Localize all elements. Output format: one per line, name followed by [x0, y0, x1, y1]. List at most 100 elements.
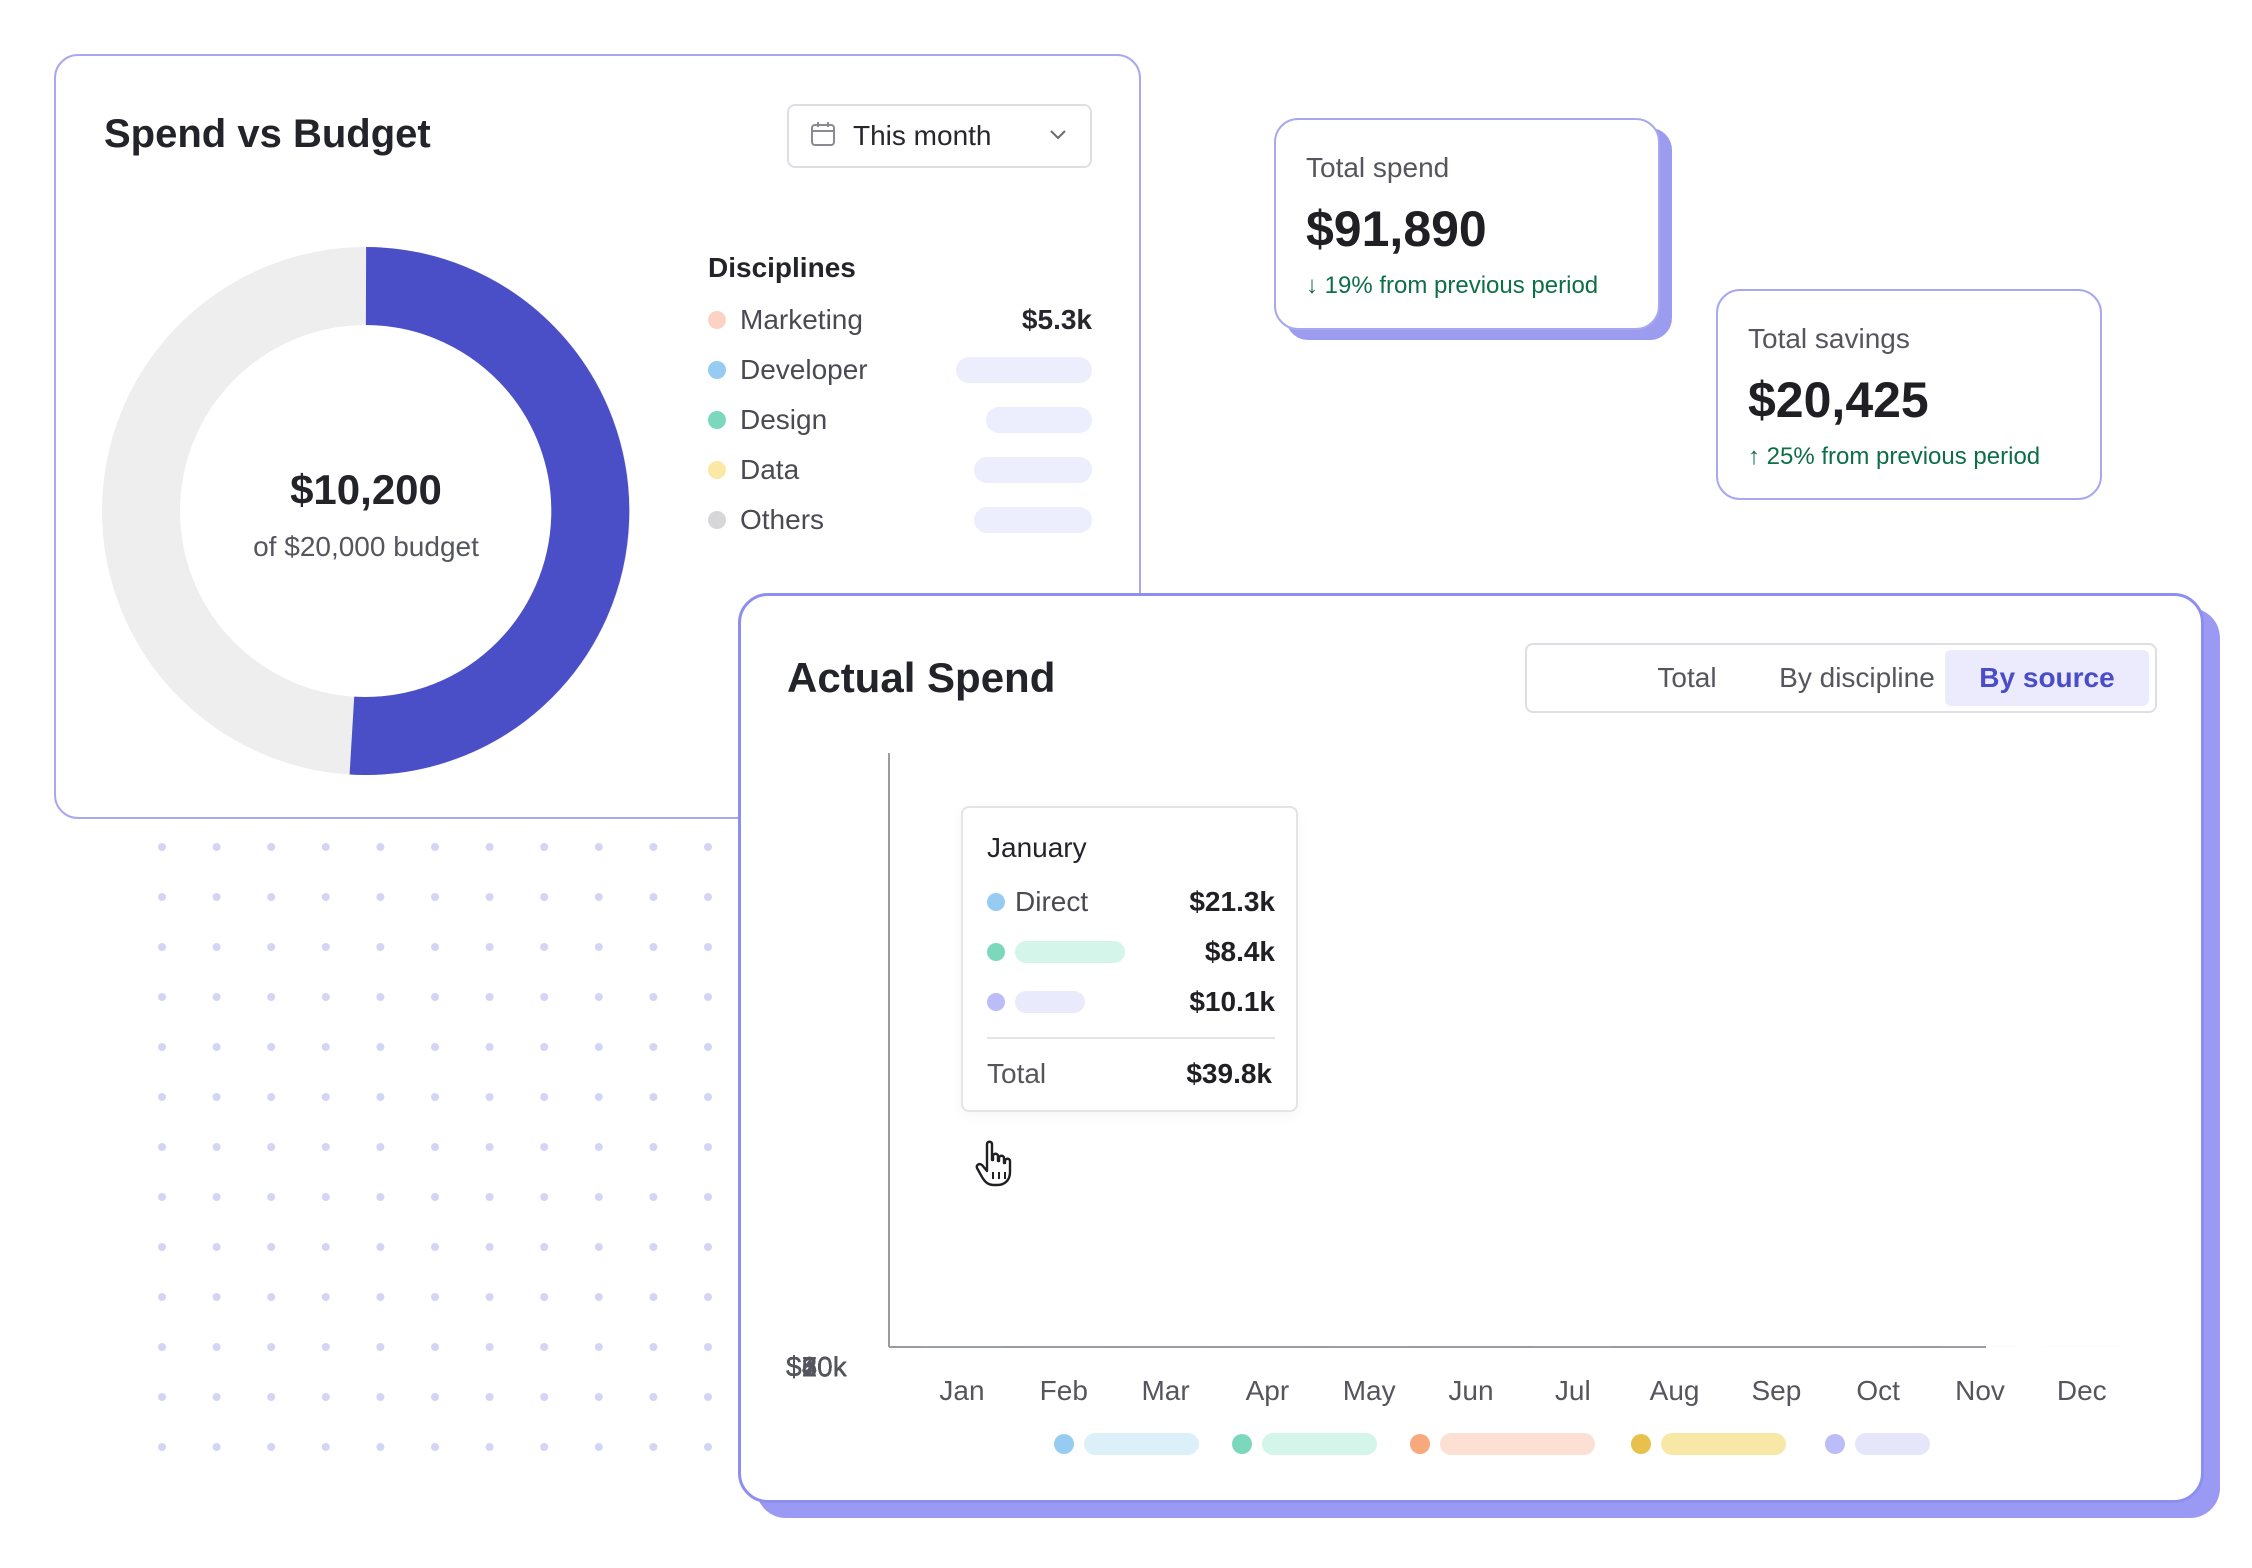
tab-by-source[interactable]: By source [1945, 650, 2149, 706]
y-tick-label: $40k [786, 1351, 848, 1382]
legend-label-placeholder[interactable] [1440, 1433, 1595, 1455]
pattern-dot [212, 1293, 221, 1301]
pattern-dot [485, 1243, 494, 1251]
x-tick-label: Dec [2057, 1375, 2107, 1406]
pattern-dot [212, 1243, 221, 1251]
tab-total[interactable]: Total [1657, 662, 1717, 693]
pattern-dot [321, 1193, 330, 1201]
kpi-change: ↓ 19% from previous period [1306, 272, 1599, 299]
tooltip-divider [987, 1037, 1275, 1039]
donut-spent-amount: $10,200 [290, 466, 442, 513]
pattern-dot [267, 943, 276, 951]
pattern-dot [594, 1043, 603, 1051]
pattern-dot [485, 943, 494, 951]
pattern-dot [267, 993, 276, 1001]
legend-dot [987, 993, 1005, 1011]
pattern-dot [158, 1193, 166, 1201]
x-tick-label: Oct [1856, 1375, 1900, 1406]
tooltip-row-direct: Direct $21.3k [987, 884, 1275, 920]
legend-label-placeholder[interactable] [1855, 1433, 1930, 1455]
discipline-label: Marketing [740, 304, 863, 335]
pattern-dot [485, 1293, 494, 1301]
y-tick-label: $50k [786, 1351, 848, 1382]
legend-label-placeholder[interactable] [1661, 1433, 1786, 1455]
value-placeholder [974, 507, 1092, 533]
x-tick-label: Apr [1246, 1375, 1290, 1406]
chart-tooltip: January Direct $21.3k $8.4k $10.1k Total… [961, 806, 1298, 1112]
pattern-dot [540, 1093, 549, 1101]
tooltip-row-value: $8.4k [1204, 936, 1275, 967]
legend-dot [1054, 1434, 1074, 1454]
value-placeholder [956, 357, 1092, 383]
tooltip-row-label: Direct [1015, 886, 1089, 917]
x-tick-label: Jul [1555, 1375, 1591, 1406]
legend-label-placeholder[interactable] [1262, 1433, 1377, 1455]
pattern-dot [376, 1043, 385, 1051]
pattern-dot [594, 1143, 603, 1151]
discipline-row-others[interactable]: Others [708, 500, 1092, 540]
pattern-dot [431, 1043, 439, 1051]
pattern-dot [649, 1043, 658, 1051]
pattern-dot [158, 943, 166, 951]
pattern-dot [594, 1093, 603, 1101]
pattern-dot [321, 1143, 330, 1151]
hand-cursor-icon [975, 1140, 1012, 1187]
tooltip-total-label: Total [987, 1058, 1047, 1089]
y-tick-label: $80k [786, 1351, 848, 1382]
pattern-dot [540, 1443, 549, 1451]
pattern-dot [594, 943, 603, 951]
pattern-dot [158, 1043, 166, 1051]
pattern-dot [649, 1193, 658, 1201]
pattern-dot [594, 1243, 603, 1251]
y-tick-label: $60k [786, 1351, 848, 1382]
pattern-dot [212, 1443, 221, 1451]
calendar-icon [809, 120, 837, 153]
pattern-dot [376, 1243, 385, 1251]
pattern-dot [431, 893, 439, 901]
tooltip-total-value: $39.8k [1186, 1058, 1272, 1089]
pattern-dot [158, 1393, 166, 1401]
pattern-dot [594, 1393, 603, 1401]
legend-label-placeholder[interactable] [1084, 1433, 1199, 1455]
pattern-dot [158, 1443, 166, 1451]
legend-dot [1825, 1434, 1845, 1454]
pattern-dot [212, 943, 221, 951]
pattern-dot [485, 1093, 494, 1101]
pattern-dot [158, 1343, 166, 1351]
discipline-row-data[interactable]: Data [708, 450, 1092, 490]
discipline-label: Developer [740, 354, 868, 385]
pattern-dot [649, 1393, 658, 1401]
legend-dot [987, 893, 1005, 911]
pattern-dot [431, 1193, 439, 1201]
pattern-dot [485, 893, 494, 901]
discipline-row-marketing[interactable]: Marketing $5.3k [708, 300, 1092, 340]
pattern-dot [431, 943, 439, 951]
pattern-dot [158, 843, 166, 851]
tooltip-title: January [987, 832, 1087, 863]
pattern-dot [704, 843, 712, 851]
discipline-row-developer[interactable]: Developer [708, 350, 1092, 390]
donut-budget-subtitle: of $20,000 budget [253, 531, 479, 562]
actual-spend-chart: $10k$20k$30k$40k$50k$60k$70k$80k Jan Feb Ma… [786, 753, 2122, 1455]
kpi-label: Total savings [1748, 323, 1910, 354]
pattern-dot [594, 1293, 603, 1301]
pattern-dot [321, 1293, 330, 1301]
tab-by-discipline[interactable]: By discipline [1779, 662, 1935, 693]
pattern-dot [540, 1193, 549, 1201]
discipline-row-design[interactable]: Design [708, 400, 1092, 440]
pattern-dot [212, 1143, 221, 1151]
pattern-dot [649, 893, 658, 901]
pattern-dot [212, 993, 221, 1001]
period-select-label: This month [853, 120, 992, 151]
chevron-down-icon [1046, 122, 1070, 151]
pattern-dot [649, 1343, 658, 1351]
y-tick-label: $70k [786, 1351, 848, 1382]
pattern-dot [649, 1243, 658, 1251]
label-placeholder [1015, 941, 1125, 963]
pattern-dot [376, 1193, 385, 1201]
pattern-dot [704, 1043, 712, 1051]
tooltip-row: $8.4k [987, 934, 1275, 970]
pattern-dot [321, 993, 330, 1001]
value-placeholder [986, 407, 1092, 433]
period-select[interactable]: This month [787, 104, 1092, 168]
